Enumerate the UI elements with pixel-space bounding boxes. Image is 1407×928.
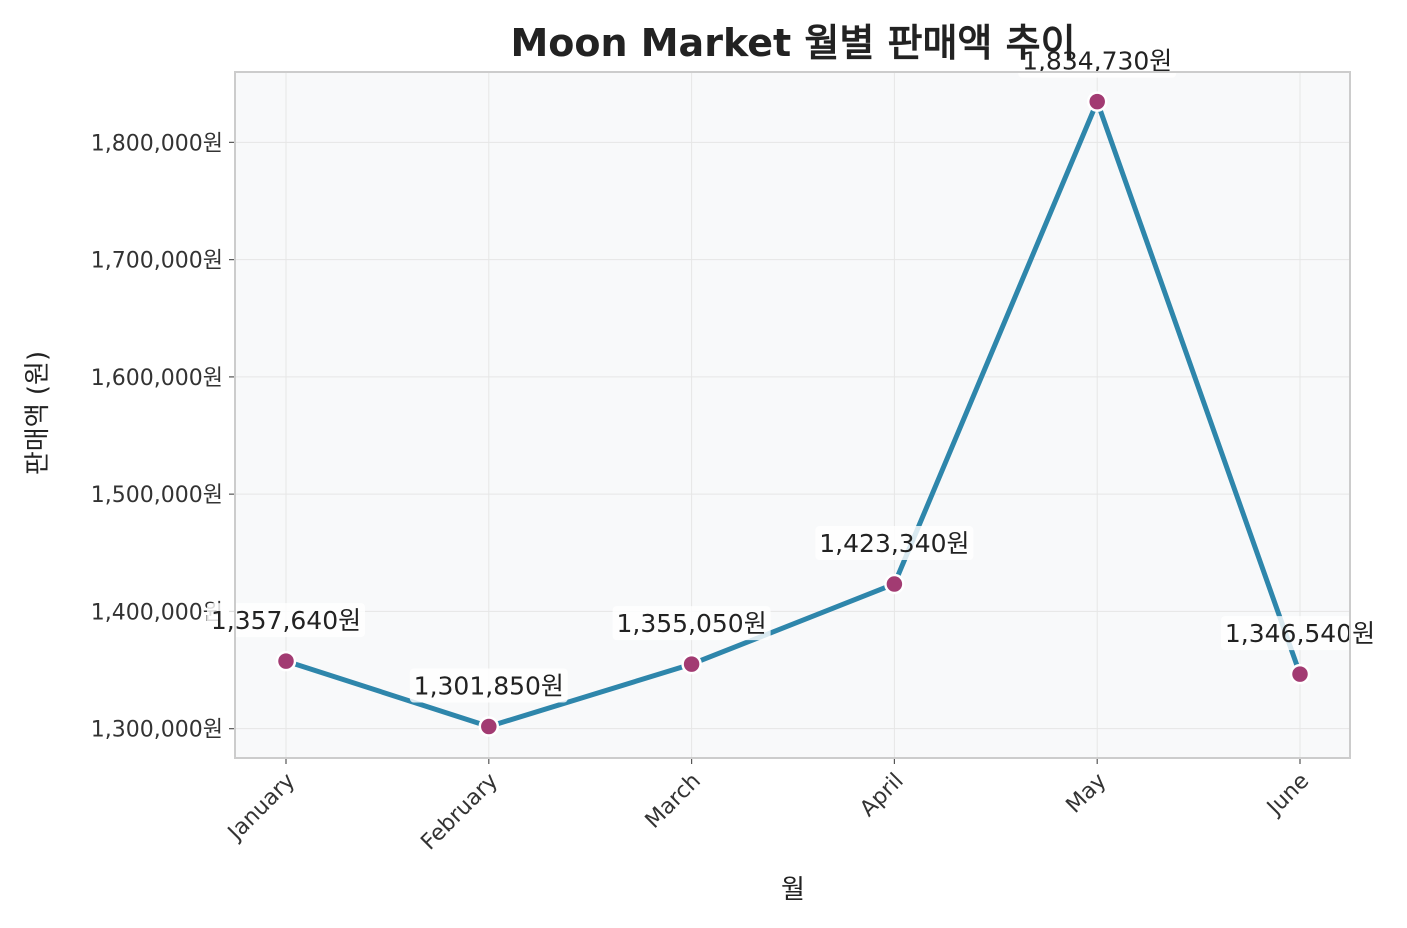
x-axis-label: 월 (781, 875, 805, 905)
data-point (275, 650, 297, 672)
chart-title: Moon Market 월별 판매액 추이 (510, 21, 1075, 65)
data-markers (275, 91, 1311, 737)
data-label: 1,834,730원 (1022, 47, 1172, 76)
data-label: 1,301,850원 (414, 672, 564, 701)
y-tick-label: 1,800,000원 (91, 131, 223, 156)
data-label-box (1018, 43, 1177, 78)
y-axis-ticks: 1,300,000원 1,400,000원 1,500,000원 1,600,000원… (91, 131, 235, 743)
x-tick-label: June (1261, 769, 1314, 822)
data-point (478, 716, 500, 737)
data-label: 1,346,540원 (1225, 619, 1375, 648)
y-axis-label: 판매액 (원) (23, 351, 53, 475)
y-tick-label: 1,300,000원 (91, 718, 223, 743)
x-tick-label: February (416, 769, 503, 856)
x-axis-ticks: January February March April May June (222, 758, 1314, 855)
data-point (1289, 663, 1311, 685)
x-tick-label: April (855, 769, 908, 822)
y-tick-label: 1,600,000원 (91, 366, 223, 391)
data-label-box (207, 603, 365, 638)
y-tick-label: 1,400,000원 (91, 600, 223, 625)
plot-border (234, 71, 1351, 759)
data-label: 1,355,050원 (616, 609, 766, 638)
data-point (884, 573, 905, 595)
data-label-box (1221, 616, 1379, 651)
data-label-box (612, 606, 771, 641)
x-tick-label: May (1062, 769, 1112, 819)
grid-lines (235, 72, 1350, 758)
x-tick-label: March (641, 769, 706, 834)
data-point (681, 653, 702, 675)
data-label: 1,423,340원 (819, 529, 969, 558)
data-label-box (815, 526, 974, 561)
x-tick-label: January (222, 769, 300, 847)
plot-area (235, 72, 1350, 758)
series-line (283, 99, 1303, 729)
data-label: 1,357,640원 (211, 606, 361, 635)
y-tick-label: 1,500,000원 (91, 483, 223, 508)
data-label-box (409, 668, 568, 703)
data-point (1086, 91, 1108, 112)
y-tick-label: 1,700,000원 (91, 249, 223, 274)
